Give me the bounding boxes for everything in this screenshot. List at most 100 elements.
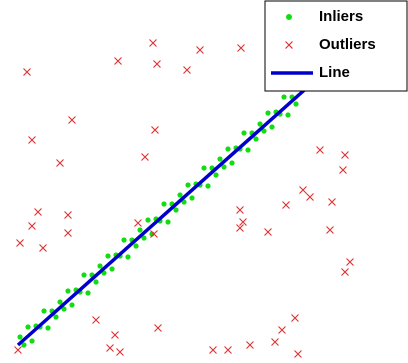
inlier-point: [125, 254, 131, 260]
inlier-point: [177, 192, 183, 198]
inlier-point: [281, 94, 287, 100]
inlier-point: [97, 263, 103, 269]
outlier-point: [64, 211, 72, 219]
inlier-point: [205, 183, 211, 189]
inlier-point: [269, 124, 275, 130]
outlier-point: [209, 346, 217, 354]
legend-label: Line: [319, 64, 350, 81]
inlier-point: [241, 130, 247, 136]
fit-line: [16, 83, 312, 347]
outlier-point: [150, 230, 158, 238]
inlier-point: [133, 243, 139, 249]
inlier-point: [257, 121, 263, 127]
outlier-point: [291, 314, 299, 322]
inlier-point: [105, 253, 111, 259]
inlier-point: [121, 237, 127, 243]
legend: Inliers Outliers Line: [264, 0, 408, 92]
outlier-point: [34, 208, 42, 216]
inlier-point: [145, 217, 151, 223]
outlier-point: [151, 126, 159, 134]
inlier-point: [161, 201, 167, 207]
outlier-point: [236, 206, 244, 214]
inlier-point: [45, 325, 51, 331]
inlier-point: [185, 182, 191, 188]
inlier-point: [217, 156, 223, 162]
inlier-point: [137, 227, 143, 233]
inlier-point: [141, 235, 147, 241]
inlier-point: [181, 199, 187, 205]
outlier-point: [339, 166, 347, 174]
outlier-point: [316, 146, 324, 154]
inlier-point: [41, 308, 47, 314]
outlier-point: [14, 346, 22, 354]
inlier-point: [109, 266, 115, 272]
inlier-point: [225, 146, 231, 152]
outlier-point: [294, 350, 302, 358]
outlier-point: [278, 326, 286, 334]
inlier-point: [25, 324, 31, 330]
inlier-point: [173, 207, 179, 213]
outlier-point: [116, 348, 124, 356]
outlier-point: [92, 316, 100, 324]
outlier-point: [196, 46, 204, 54]
outlier-point: [326, 226, 334, 234]
inlier-point: [265, 110, 271, 116]
outlier-point: [346, 258, 354, 266]
inlier-point: [53, 314, 59, 320]
legend-swatch: [286, 14, 292, 20]
inlier-point: [93, 279, 99, 285]
inlier-point: [81, 272, 87, 278]
outlier-point: [341, 151, 349, 159]
inlier-point: [261, 128, 267, 134]
outlier-point: [264, 228, 272, 236]
inlier-point: [21, 342, 27, 348]
legend-swatch: [285, 41, 293, 49]
inlier-point: [57, 299, 63, 305]
outlier-point: [23, 68, 31, 76]
outlier-point: [134, 219, 142, 227]
outlier-point: [56, 159, 64, 167]
inlier-point: [85, 290, 91, 296]
legend-label: Inliers: [319, 8, 363, 25]
outlier-point: [237, 44, 245, 52]
outlier-point: [68, 116, 76, 124]
inlier-point: [229, 160, 235, 166]
outlier-point: [106, 344, 114, 352]
outlier-point: [16, 239, 24, 247]
outlier-point: [282, 201, 290, 209]
inlier-point: [253, 136, 259, 142]
inlier-point: [29, 338, 35, 344]
outlier-point: [224, 346, 232, 354]
inlier-point: [285, 112, 291, 118]
outlier-point: [111, 331, 119, 339]
inlier-point: [213, 172, 219, 178]
inlier-point: [245, 147, 251, 153]
inlier-point: [201, 165, 207, 171]
outlier-point: [141, 153, 149, 161]
inlier-point: [221, 164, 227, 170]
inlier-point: [165, 219, 171, 225]
outlier-point: [183, 66, 191, 74]
outlier-point: [39, 244, 47, 252]
outlier-point: [271, 338, 279, 346]
outlier-point: [236, 224, 244, 232]
inlier-point: [293, 101, 299, 107]
inlier-point: [69, 302, 75, 308]
outlier-point: [328, 198, 336, 206]
outlier-point: [28, 136, 36, 144]
outlier-point: [299, 186, 307, 194]
outlier-point: [306, 193, 314, 201]
outlier-point: [246, 341, 254, 349]
outlier-point: [64, 229, 72, 237]
legend-label: Outliers: [319, 36, 376, 53]
outlier-point: [149, 39, 157, 47]
outlier-point: [28, 222, 36, 230]
inlier-point: [189, 195, 195, 201]
outlier-point: [239, 218, 247, 226]
inlier-point: [61, 306, 67, 312]
inlier-point: [17, 334, 23, 340]
outlier-point: [114, 57, 122, 65]
inlier-point: [65, 288, 71, 294]
outlier-point: [154, 324, 162, 332]
